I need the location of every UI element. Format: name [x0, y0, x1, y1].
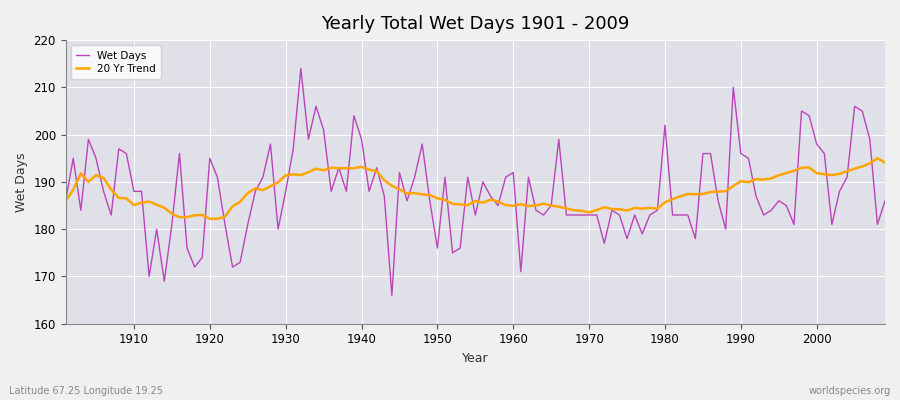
Title: Yearly Total Wet Days 1901 - 2009: Yearly Total Wet Days 1901 - 2009	[321, 15, 629, 33]
20 Yr Trend	[204, 216, 215, 221]
Wet Days	[121, 151, 131, 156]
20 Yr Trend	[872, 156, 883, 161]
Wet Days	[516, 269, 526, 274]
Line: 20 Yr Trend: 20 Yr Trend	[66, 158, 885, 219]
Wet Days	[341, 189, 352, 194]
X-axis label: Year: Year	[462, 352, 489, 365]
Y-axis label: Wet Days: Wet Days	[15, 152, 28, 212]
20 Yr Trend	[121, 196, 131, 201]
Wet Days	[288, 146, 299, 151]
20 Yr Trend	[879, 160, 890, 165]
20 Yr Trend	[60, 198, 71, 203]
Wet Days	[523, 175, 534, 180]
20 Yr Trend	[607, 207, 617, 212]
20 Yr Trend	[295, 173, 306, 178]
Legend: Wet Days, 20 Yr Trend: Wet Days, 20 Yr Trend	[71, 45, 161, 79]
Wet Days	[614, 213, 625, 218]
20 Yr Trend	[508, 203, 518, 208]
Text: worldspecies.org: worldspecies.org	[809, 386, 891, 396]
20 Yr Trend	[516, 202, 526, 206]
Wet Days	[295, 66, 306, 71]
Text: Latitude 67.25 Longitude 19.25: Latitude 67.25 Longitude 19.25	[9, 386, 163, 396]
Wet Days	[879, 198, 890, 203]
Wet Days	[60, 198, 71, 203]
Line: Wet Days: Wet Days	[66, 68, 885, 295]
Wet Days	[386, 293, 397, 298]
20 Yr Trend	[341, 166, 352, 171]
